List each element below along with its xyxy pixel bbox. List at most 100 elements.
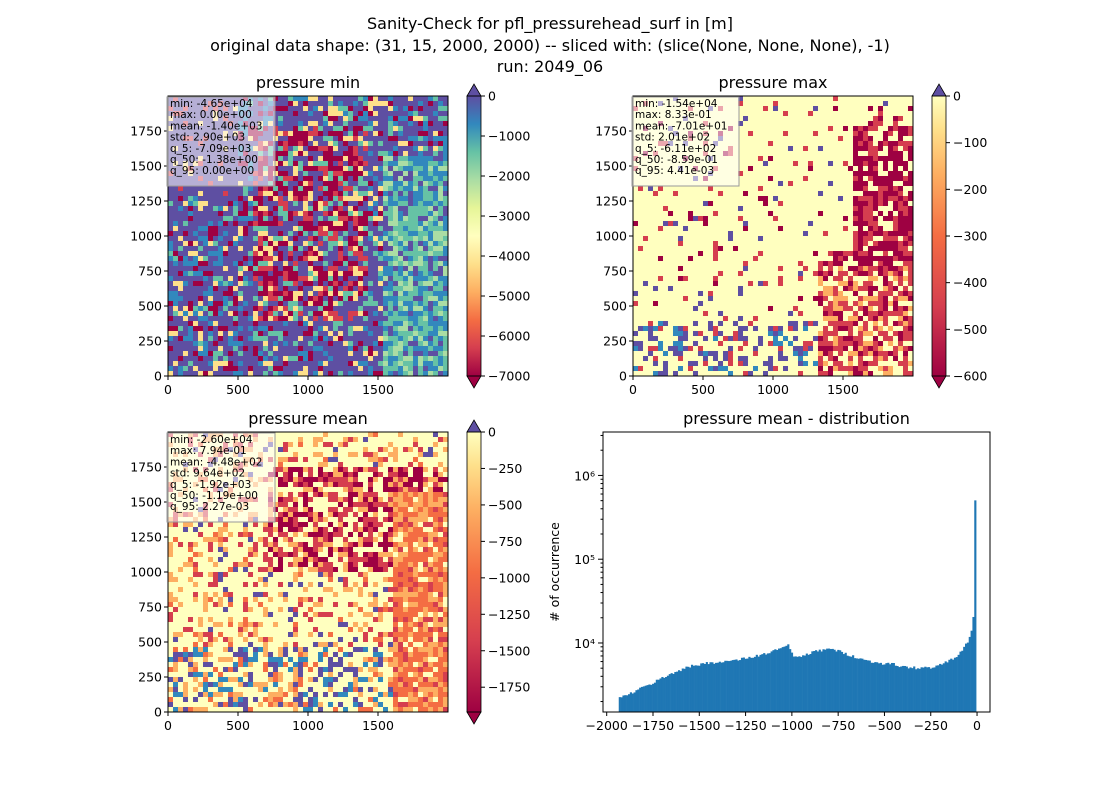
heatmap-cell [388, 236, 394, 242]
heatmap-cell [278, 361, 284, 367]
heatmap-cell [298, 326, 304, 332]
heatmap-cell [338, 196, 344, 202]
heatmap-cell [288, 96, 294, 102]
heatmap-cell [168, 266, 174, 272]
heatmap-cell [288, 326, 294, 332]
heatmap-cell [338, 236, 344, 242]
heatmap-cell [378, 206, 384, 212]
heatmap-cell [168, 351, 174, 357]
heatmap-cell [633, 221, 639, 227]
heatmap-cell [338, 216, 344, 222]
heatmap-cell [208, 336, 214, 342]
heatmap-cell [368, 241, 374, 247]
heatmap-cell [318, 156, 324, 162]
heatmap-cell [778, 241, 784, 247]
heatmap-cell [213, 251, 219, 257]
heatmap-cell [788, 131, 794, 137]
heatmap-cell [638, 241, 644, 247]
heatmap-cell [398, 326, 404, 332]
heatmap-cell [888, 241, 894, 247]
heatmap-cell [208, 331, 214, 337]
heatmap-cell [878, 156, 884, 162]
heatmap-cell [408, 246, 414, 252]
heatmap-cell [748, 191, 754, 197]
heatmap-cell [203, 221, 209, 227]
heatmap-cell [743, 226, 749, 232]
heatmap-cell [368, 286, 374, 292]
heatmap-cell [328, 101, 334, 107]
heatmap-cell [298, 371, 304, 377]
heatmap-cell [433, 166, 439, 172]
heatmap-cell [413, 246, 419, 252]
heatmap-cell [298, 186, 304, 192]
heatmap-cell [353, 201, 359, 207]
heatmap-cell [258, 221, 264, 227]
heatmap-cell [283, 296, 289, 302]
heatmap-cell [323, 326, 329, 332]
heatmap-cell [243, 271, 249, 277]
heatmap-cell [238, 301, 244, 307]
heatmap-cell [198, 366, 204, 372]
heatmap-cell [428, 256, 434, 262]
heatmap-cell [883, 96, 889, 102]
heatmap-cell [353, 361, 359, 367]
heatmap-cell [273, 306, 279, 312]
heatmap-cell [788, 166, 794, 172]
heatmap-cell [793, 101, 799, 107]
heatmap-cell [173, 261, 179, 267]
heatmap-cell [793, 166, 799, 172]
heatmap-cell [443, 96, 449, 102]
heatmap-cell [228, 286, 234, 292]
heatmap-cell [343, 261, 349, 267]
heatmap-cell [868, 121, 874, 127]
heatmap-cell [878, 146, 884, 152]
heatmap-cell [278, 186, 284, 192]
heatmap-cell [333, 111, 339, 117]
heatmap-cell [843, 116, 849, 122]
heatmap-cell [183, 266, 189, 272]
heatmap-cell [358, 271, 364, 277]
heatmap-cell [763, 231, 769, 237]
heatmap-cell [263, 191, 269, 197]
heatmap-cell [293, 311, 299, 317]
heatmap-cell [853, 111, 859, 117]
heatmap-cell [188, 266, 194, 272]
heatmap-cell [318, 131, 324, 137]
heatmap-cell [908, 246, 914, 252]
heatmap-cell [798, 176, 804, 182]
heatmap-cell [443, 176, 449, 182]
heatmap-cell [398, 176, 404, 182]
heatmap-cell [783, 211, 789, 217]
heatmap-cell [388, 331, 394, 337]
heatmap-cell [393, 361, 399, 367]
heatmap-cell [878, 251, 884, 257]
heatmap-cell [388, 211, 394, 217]
heatmap-cell [788, 146, 794, 152]
heatmap-cell [893, 111, 899, 117]
heatmap-cell [343, 196, 349, 202]
heatmap-cell [403, 271, 409, 277]
heatmap-cell [338, 181, 344, 187]
heatmap-cell [393, 106, 399, 112]
heatmap-cell [203, 351, 209, 357]
heatmap-cell [263, 311, 269, 317]
heatmap-cell [398, 191, 404, 197]
heatmap-cell [813, 241, 819, 247]
heatmap-cell [398, 186, 404, 192]
heatmap-cell [283, 271, 289, 277]
heatmap-cell [318, 151, 324, 157]
heatmap-cell [408, 301, 414, 307]
heatmap-cell [273, 176, 279, 182]
heatmap-cell [173, 276, 179, 282]
heatmap-cell [233, 371, 239, 377]
heatmap-cell [358, 106, 364, 112]
heatmap-cell [298, 211, 304, 217]
heatmap-cell [768, 216, 774, 222]
heatmap-cell [653, 196, 659, 202]
heatmap-cell [203, 196, 209, 202]
heatmap-cell [178, 351, 184, 357]
heatmap-cell [283, 116, 289, 122]
heatmap-cell [223, 366, 229, 372]
heatmap-cell [758, 206, 764, 212]
heatmap-cell [833, 146, 839, 152]
